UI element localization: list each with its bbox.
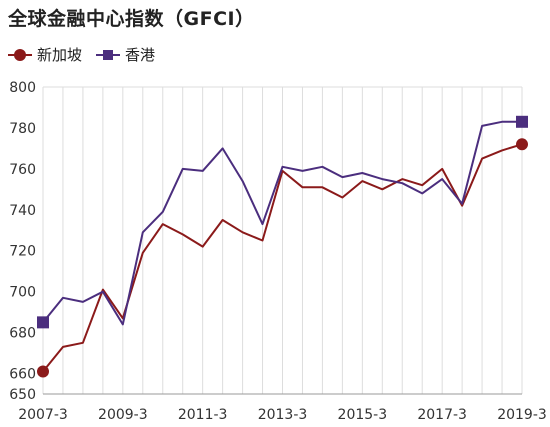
legend-circle-icon: [14, 48, 26, 61]
legend-square-icon: [103, 49, 114, 60]
legend-label-hongkong: 香港: [125, 46, 156, 64]
data-point-1-2007-3[interactable]: [37, 316, 49, 329]
y-tick-label-720: 720: [9, 244, 36, 260]
legend-item-hongkong[interactable]: 香港: [96, 44, 155, 65]
legend-label-singapore: 新加坡: [37, 46, 83, 64]
legend: 新加坡 香港: [8, 44, 169, 65]
chart-title: 全球金融中心指数（GFCI）: [8, 8, 255, 30]
legend-marker-singapore: [8, 48, 32, 62]
x-tick-label-2007-3: 2007-3: [18, 407, 68, 423]
y-tick-label-650: 650: [9, 387, 36, 403]
data-point-0-2007-3[interactable]: [37, 365, 49, 378]
legend-item-singapore[interactable]: 新加坡: [8, 44, 82, 65]
x-tick-label-2019-3: 2019-3: [497, 407, 547, 423]
data-point-0-2019-3[interactable]: [516, 138, 528, 151]
grid-lines: [42, 86, 523, 394]
x-axis: 2007-3 2009-3 2011-3 2013-3 2015-3 2017-3 2019…: [18, 393, 547, 423]
series-line-1: [42, 120, 522, 326]
series-line-0: [42, 143, 523, 373]
series-layer: [37, 115, 528, 378]
x-tick-label-2015-3: 2015-3: [338, 407, 388, 423]
y-axis: 650 660 680 700 720 740 760 780 800: [9, 80, 36, 403]
x-tick-label-2017-3: 2017-3: [417, 407, 467, 423]
legend-marker-hongkong: [96, 48, 121, 62]
y-tick-label-760: 760: [9, 162, 36, 178]
y-tick-label-800: 800: [9, 80, 36, 96]
data-point-1-2019-3[interactable]: [516, 115, 528, 128]
x-tick-label-2009-3: 2009-3: [98, 407, 148, 423]
y-tick-label-700: 700: [9, 285, 36, 301]
x-tick-label-2011-3: 2011-3: [178, 407, 228, 423]
x-tick-label-2013-3: 2013-3: [258, 407, 308, 423]
y-tick-label-740: 740: [9, 203, 36, 219]
y-tick-label-780: 780: [9, 121, 36, 137]
y-tick-label-680: 680: [9, 326, 36, 342]
y-tick-label-660: 660: [9, 367, 36, 383]
